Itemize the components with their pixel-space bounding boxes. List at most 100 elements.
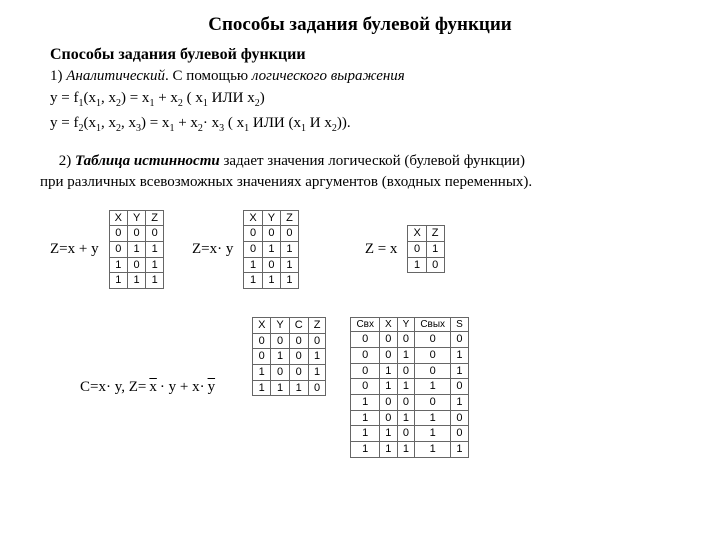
table-cell: 1 [271,349,289,365]
table-cell: 1 [146,242,164,258]
table-row: 0101 [253,349,326,365]
table-cell: 0 [244,242,262,258]
eq-or: Z=x + y [50,241,99,258]
big-tables: XYCZ0000010110011110 CвхXYCвыхS000000010… [252,317,469,458]
table-cell: 1 [397,410,415,426]
table-cell: 1 [253,364,271,380]
t: при различных всевозможных значениях арг… [40,174,532,190]
full-adder-table: CвхXYCвыхS000000010101001011101000110110… [350,317,468,458]
table-cell: 0 [451,379,469,395]
table-cell: 1 [262,242,280,258]
table-cell: 1 [426,242,444,258]
formula-2: y = f2(x1, x2, x3) = x1 + x2· x3 ( x1 ИЛ… [50,113,680,136]
table-cell: 0 [415,395,451,411]
table-cell: 1 [109,257,127,273]
t: y = f [50,115,78,131]
table-row: 10 [408,257,444,273]
table-cell: 0 [271,364,289,380]
table-head-cell: X [244,210,262,226]
xor-table: XYCZ0000010110011110 [252,317,326,396]
table-row: 10110 [351,410,468,426]
table-cell: 1 [379,426,397,442]
t: y = f [50,90,78,106]
tables-row-1: Z=x + y XYZ000011101111 Z=x· y XYZ000011… [40,210,680,289]
table-row: 000 [109,226,163,242]
table-cell: 1 [397,441,415,457]
table-cell: 0 [262,226,280,242]
table-head-cell: Z [146,210,164,226]
t: + x [174,115,197,131]
t: , x [101,90,116,106]
t: , x [101,115,116,131]
table-cell: 1 [415,426,451,442]
t: ) = x [121,90,149,106]
eq-and: Z=x· y [192,241,233,258]
table-row: 011 [109,242,163,258]
table-cell: 1 [379,363,397,379]
table-head-cell: Cвых [415,317,451,332]
page: Способы задания булевой функции Способы … [0,0,720,540]
table-row: 011 [244,242,298,258]
table-cell: 1 [244,273,262,289]
table-cell: 1 [397,348,415,364]
table-cell: 1 [146,257,164,273]
table-head-cell: S [451,317,469,332]
table-cell: 1 [253,380,271,396]
and-table: XYZ000011101111 [243,210,298,289]
c-equation: C=x· y, Z= x · y + x· y [80,379,216,396]
table-row: 101 [109,257,163,273]
eq-not: Z = x [365,241,398,258]
table-cell: 1 [308,364,326,380]
table-cell: 0 [289,364,308,380]
table-cell: 0 [379,332,397,348]
table-head-cell: Y [127,210,145,226]
t: + x [154,90,177,106]
table-cell: 0 [351,363,380,379]
y-bar: y [207,379,217,396]
table-cell: 1 [289,380,308,396]
table-cell: 1 [351,441,380,457]
table-cell: 0 [127,226,145,242]
table-cell: 1 [127,273,145,289]
table-cell: 1 [127,242,145,258]
not-pair: Z = x XZ0110 [365,225,445,273]
table-cell: 1 [351,410,380,426]
table-head-cell: Z [308,317,326,333]
table-row: 000 [244,226,298,242]
section-subtitle: Способы задания булевой функции [50,46,680,64]
table-cell: 0 [451,426,469,442]
table-cell: 0 [308,380,326,396]
page-title: Способы задания булевой функции [40,14,680,36]
table-row: 01001 [351,363,468,379]
table-cell: 1 [451,395,469,411]
table-cell: 0 [379,410,397,426]
table-row: 01110 [351,379,468,395]
t: , x [121,115,136,131]
table-cell: 1 [271,380,289,396]
x-bar: x [148,379,158,396]
table-cell: 0 [289,349,308,365]
table-cell: 1 [281,257,299,273]
table-cell: 0 [426,257,444,273]
table-cell: 0 [397,395,415,411]
table-cell: 0 [397,363,415,379]
text: 1) Аналитический. С помощью логического … [50,68,405,84]
table-row: 101 [244,257,298,273]
t: Таблица истинности [75,153,220,169]
table-cell: 1 [244,257,262,273]
eq-row-2: C=x· y, Z= x · y + x· y XYCZ000001011001… [40,317,680,458]
table-cell: 1 [351,395,380,411]
t: ) = x [141,115,169,131]
table-cell: 0 [271,333,289,349]
table-cell: 0 [109,226,127,242]
table-cell: 1 [415,379,451,395]
table-cell: 1 [397,379,415,395]
table-cell: 0 [415,348,451,364]
t: ) [260,90,265,106]
table-head-cell: C [289,317,308,333]
table-cell: 0 [281,226,299,242]
t: задает значения логической (булевой функ… [220,153,525,169]
table-cell: 0 [262,257,280,273]
and-pair: Z=x· y XYZ000011101111 [192,210,299,289]
table-cell: 0 [289,333,308,349]
